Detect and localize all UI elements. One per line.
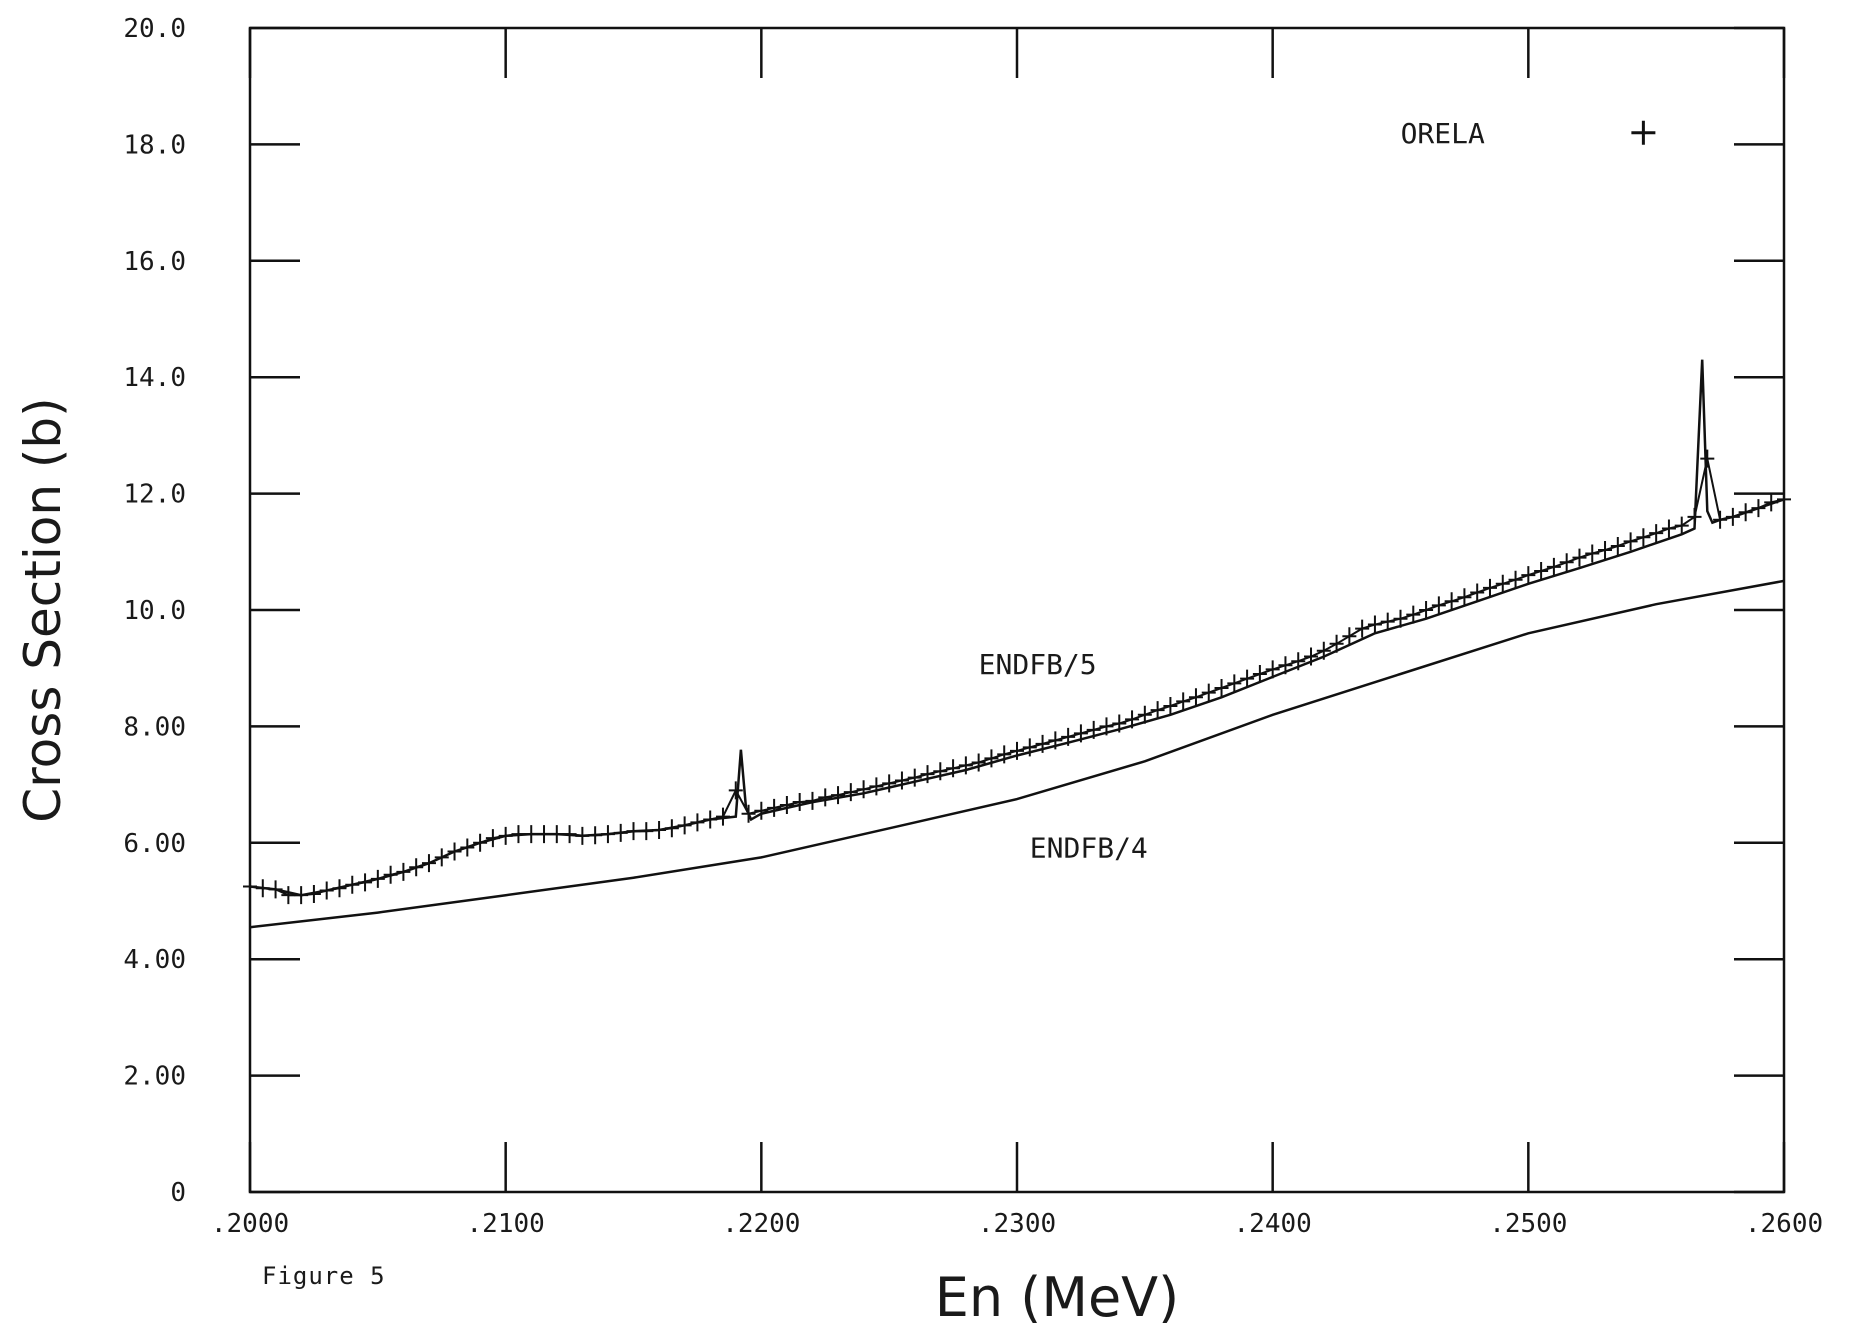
data-point	[818, 788, 833, 807]
x-axis-title: En (MeV)	[935, 1266, 1179, 1326]
data-point	[1380, 612, 1395, 631]
y-tick-label: 20.0	[123, 14, 186, 44]
data-point	[1674, 516, 1689, 535]
series-line	[249, 579, 1785, 929]
legend-marker	[1631, 120, 1656, 145]
y-tick-label: 8.00	[123, 712, 186, 742]
y-tick-label: 12.0	[123, 480, 186, 510]
data-series	[243, 359, 1791, 929]
data-point	[1534, 562, 1549, 581]
data-point	[1188, 688, 1203, 707]
x-tick-label: .2300	[978, 1209, 1056, 1239]
tick-labels: 0 2.00 4.00 6.00 8.00 10.0 12.0 14.0 16.0 18.0 20.…	[14, 14, 1823, 1326]
data-point	[920, 765, 935, 784]
data-point	[1585, 544, 1600, 563]
annotation-endfb5: ENDFB/5	[979, 648, 1097, 681]
data-point	[1367, 615, 1382, 634]
data-point	[843, 783, 858, 802]
data-point	[894, 771, 909, 790]
y-tick-label: 2.00	[123, 1062, 186, 1092]
data-point	[1559, 553, 1574, 572]
series-orela-markers	[243, 449, 1791, 905]
series-line	[249, 359, 1785, 897]
data-point	[1649, 524, 1664, 543]
data-point	[1240, 669, 1255, 688]
data-point	[1661, 519, 1676, 538]
data-point	[1406, 605, 1421, 624]
data-point	[754, 801, 769, 820]
data-point	[1598, 541, 1613, 560]
y-tick-label: 0	[170, 1178, 186, 1208]
data-point	[792, 793, 807, 812]
data-point	[1636, 528, 1651, 547]
tick-marks	[248, 26, 1786, 1194]
data-point	[882, 774, 897, 793]
data-point	[1444, 592, 1459, 611]
x-tick-label: .2500	[1489, 1209, 1567, 1239]
data-point	[1508, 570, 1523, 589]
data-point	[281, 886, 296, 905]
data-point	[1163, 697, 1178, 716]
data-point	[1419, 601, 1434, 619]
plot-frame	[248, 26, 1786, 1194]
data-point	[831, 786, 846, 805]
data-point	[856, 780, 871, 799]
data-point	[1610, 536, 1625, 555]
y-tick-label: 4.00	[123, 945, 186, 975]
data-point	[933, 762, 948, 781]
axes-frame	[248, 26, 1786, 1194]
y-tick-label: 18.0	[123, 130, 186, 160]
data-point	[1355, 619, 1370, 638]
data-point	[1176, 692, 1191, 711]
data-point	[946, 759, 961, 778]
data-point	[1572, 548, 1587, 567]
data-point	[1252, 665, 1267, 684]
data-point	[1470, 583, 1485, 602]
y-tick-label: 14.0	[123, 363, 186, 393]
data-point	[1482, 578, 1497, 597]
data-point	[869, 777, 884, 796]
x-tick-label: .2100	[467, 1209, 545, 1239]
data-point	[1700, 449, 1715, 468]
data-point	[728, 781, 743, 800]
figure-caption: Figure 5	[262, 1262, 386, 1290]
x-tick-label: .2600	[1745, 1209, 1823, 1239]
data-point	[1150, 701, 1165, 720]
data-point	[971, 753, 986, 772]
y-tick-label: 10.0	[123, 596, 186, 626]
data-point	[1265, 660, 1280, 679]
data-point	[1010, 741, 1024, 760]
data-point	[1201, 683, 1216, 702]
data-point	[907, 768, 922, 787]
data-point	[1623, 532, 1638, 551]
data-point	[1495, 574, 1510, 593]
data-point	[1227, 674, 1242, 693]
data-point	[1457, 588, 1472, 607]
y-tick-label: 6.00	[123, 829, 186, 859]
data-point	[1546, 557, 1561, 576]
data-point	[958, 756, 973, 775]
data-point	[767, 798, 782, 817]
annotations: ORELA ENDFB/5 ENDFB/4	[979, 117, 1656, 864]
legend-label: ORELA	[1401, 117, 1485, 150]
x-tick-label: .2400	[1234, 1209, 1312, 1239]
data-point	[984, 749, 999, 768]
x-tick-label: .2200	[722, 1209, 800, 1239]
data-point	[1431, 596, 1446, 615]
data-point	[1214, 678, 1229, 697]
annotation-endfb4: ENDFB/4	[1030, 831, 1148, 864]
data-point	[779, 795, 794, 814]
data-point	[1342, 627, 1357, 646]
x-tick-label: .2000	[211, 1209, 289, 1239]
data-point	[1521, 566, 1536, 585]
y-tick-label: 16.0	[123, 247, 186, 277]
y-axis-title: Cross Section (b)	[14, 397, 72, 822]
